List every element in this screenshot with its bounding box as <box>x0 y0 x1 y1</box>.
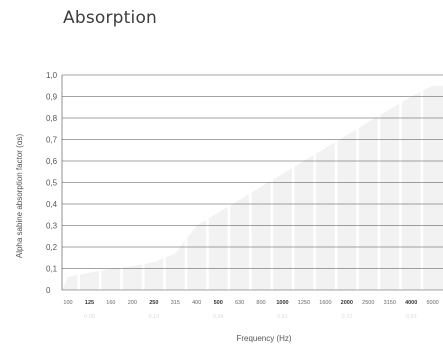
octave-rating-label: 0,93 <box>406 314 417 320</box>
x-tick-label: 1000 <box>276 300 288 306</box>
x-tick-label: 4000 <box>405 300 417 306</box>
y-tick-label: 0,9 <box>46 93 58 102</box>
y-tick-label: 0,2 <box>46 243 58 252</box>
y-axis-label: Alpha sabine absorption factor (αs) <box>15 134 24 259</box>
y-tick-label: 0,3 <box>46 222 58 231</box>
x-tick-label: 1250 <box>298 300 310 306</box>
x-axis-label: Frequency (Hz) <box>236 334 291 343</box>
x-tick-label: 630 <box>235 300 244 306</box>
y-tick-label: 0,6 <box>46 157 58 166</box>
x-tick-label: 200 <box>128 300 137 306</box>
x-tick-label: 2500 <box>362 300 374 306</box>
octave-rating-label: 0,72 <box>341 314 352 320</box>
y-tick-label: 0,5 <box>46 179 58 188</box>
x-tick-label: 800 <box>256 300 265 306</box>
y-tick-label: 1,0 <box>46 71 58 80</box>
x-tick-label: 100 <box>63 300 72 306</box>
y-tick-label: 0,8 <box>46 114 58 123</box>
page-title: Absorption <box>63 8 158 28</box>
x-tick-label: 5000 <box>426 300 438 306</box>
x-tick-label: 160 <box>106 300 115 306</box>
absorption-area <box>62 85 443 290</box>
x-tick-label: 315 <box>171 300 180 306</box>
y-tick-label: 0,7 <box>46 136 58 145</box>
x-tick-label: 3150 <box>384 300 396 306</box>
x-tick-label: 2000 <box>341 300 353 306</box>
octave-rating-label: 0,34 <box>213 314 224 320</box>
x-tick-label: 400 <box>192 300 201 306</box>
y-tick-label: 0 <box>46 286 51 295</box>
y-tick-label: 0,1 <box>46 265 58 274</box>
y-tick-label: 0,4 <box>46 200 58 209</box>
x-tick-label: 250 <box>149 300 158 306</box>
x-tick-label: 1600 <box>319 300 331 306</box>
x-tick-label: 500 <box>214 300 223 306</box>
octave-rating-label: 0,51 <box>277 314 288 320</box>
octave-rating-label: 0,13 <box>148 314 159 320</box>
x-tick-label: 125 <box>85 300 94 306</box>
octave-rating-label: 0,06 <box>84 314 95 320</box>
